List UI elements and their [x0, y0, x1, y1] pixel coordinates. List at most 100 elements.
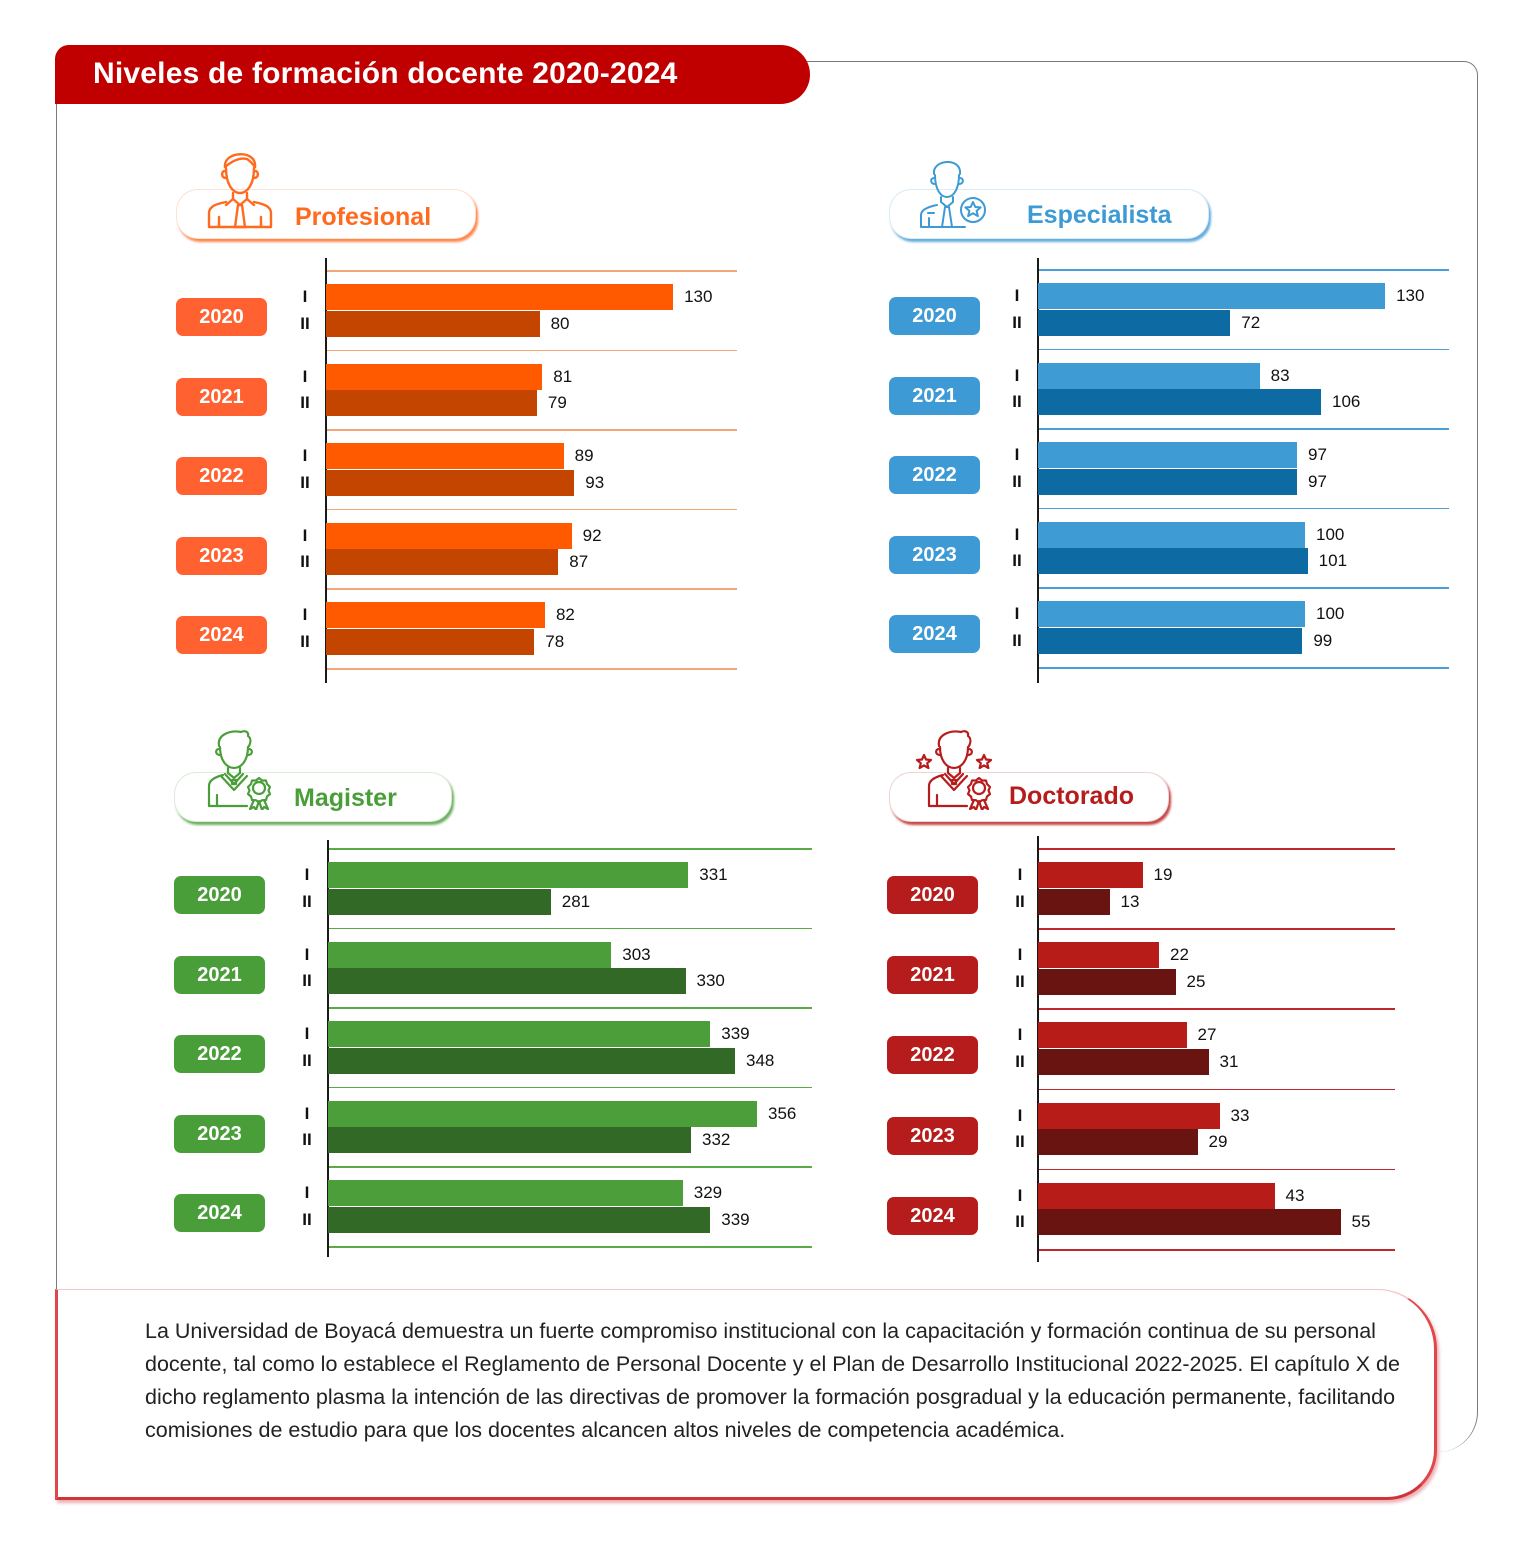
category-pill — [176, 189, 476, 239]
bar-semester-i — [328, 862, 689, 888]
bar-semester-i — [1038, 1102, 1220, 1129]
gridline — [1037, 1088, 1395, 1091]
page-title: Niveles de formación docente 2020-2024 — [93, 57, 678, 90]
semester-label: II — [1012, 551, 1022, 571]
year-label: 2024 — [176, 616, 267, 655]
value-label: 100 — [1316, 524, 1345, 544]
semester-label: I — [302, 287, 308, 306]
value-label: 13 — [1120, 891, 1140, 911]
gridline — [1037, 1008, 1395, 1010]
value-label: 87 — [569, 552, 589, 572]
semester-label: II — [1012, 471, 1022, 491]
year-label: 2023 — [176, 536, 267, 575]
doctorate-graduate-stars-icon — [915, 728, 995, 815]
semester-label: I — [1014, 524, 1020, 544]
bar-semester-i — [326, 284, 674, 310]
gridline — [327, 848, 812, 850]
year-label: 2020 — [176, 298, 267, 336]
category-pill — [889, 772, 1169, 822]
specialist-person-star-icon — [918, 155, 990, 235]
bar-semester-ii — [328, 1047, 735, 1074]
bar-semester-i — [326, 522, 572, 549]
bar-semester-i — [326, 602, 545, 629]
semester-label: I — [1017, 1185, 1023, 1205]
bar-semester-ii — [328, 1127, 691, 1154]
gridline — [1037, 928, 1395, 930]
semester-label: II — [1012, 312, 1022, 332]
year-label: 2024 — [887, 1196, 978, 1235]
semester-label: II — [302, 971, 312, 991]
bar-semester-i — [328, 1180, 683, 1207]
bar-semester-ii — [1038, 968, 1176, 995]
gridline — [1037, 1249, 1395, 1251]
description-box: La Universidad de Boyacá demuestra un fu… — [55, 1289, 1437, 1500]
value-label: 130 — [1396, 286, 1425, 305]
gridline — [1037, 1168, 1395, 1171]
semester-label: I — [1014, 604, 1020, 624]
semester-label: I — [1014, 445, 1020, 465]
value-label: 80 — [550, 313, 570, 333]
bar-semester-i — [1038, 862, 1143, 888]
bar-semester-i — [1038, 942, 1159, 969]
bar-semester-i — [1038, 283, 1386, 309]
category-pill — [174, 772, 452, 822]
value-label: 99 — [1313, 630, 1333, 650]
bar-semester-i — [328, 941, 612, 968]
bar-semester-i — [1038, 362, 1260, 389]
value-label: 97 — [1307, 471, 1327, 491]
gridline — [325, 270, 737, 272]
semester-label: II — [300, 313, 310, 333]
semester-label: I — [1017, 1025, 1023, 1045]
value-label: 348 — [746, 1050, 775, 1070]
value-label: 303 — [622, 944, 651, 964]
value-label: 101 — [1318, 551, 1348, 571]
value-label: 329 — [693, 1183, 723, 1203]
value-label: 106 — [1332, 392, 1361, 412]
semester-label: II — [1015, 1212, 1025, 1232]
header-banner: Niveles de formación docente 2020-2024 — [55, 45, 810, 104]
semester-label: I — [304, 944, 310, 964]
semester-label: I — [1017, 945, 1023, 965]
semester-label: II — [1015, 1051, 1025, 1071]
value-label: 25 — [1186, 971, 1206, 991]
gridline — [1037, 348, 1449, 351]
bar-semester-i — [1038, 442, 1297, 469]
semester-label: II — [302, 1130, 312, 1150]
semester-label: I — [1014, 365, 1020, 385]
semester-label: I — [302, 525, 308, 545]
bar-semester-ii — [326, 549, 559, 576]
bar-semester-i — [1038, 521, 1305, 548]
gridline — [1037, 667, 1449, 669]
year-label: 2022 — [176, 457, 267, 496]
semester-label: II — [300, 552, 310, 572]
semester-label: I — [1014, 286, 1020, 305]
year-label: 2022 — [887, 1036, 978, 1075]
bar-semester-i — [328, 1021, 711, 1048]
semester-label: I — [302, 605, 308, 625]
semester-label: II — [1015, 891, 1025, 911]
bar-semester-ii — [326, 469, 575, 496]
semester-label: I — [302, 446, 308, 466]
bar-semester-i — [326, 363, 543, 390]
year-label: 2022 — [889, 456, 980, 495]
semester-label: II — [302, 1050, 312, 1070]
gridline — [327, 1166, 812, 1168]
semester-label: II — [302, 1209, 312, 1229]
bar-semester-ii — [1038, 389, 1322, 416]
year-label: 2024 — [889, 615, 980, 654]
category-title: Magister — [294, 784, 397, 812]
y-axis-line — [1037, 836, 1039, 1262]
semester-label: II — [300, 631, 310, 651]
value-label: 331 — [699, 865, 728, 884]
value-label: 78 — [545, 631, 565, 651]
gridline — [325, 429, 737, 431]
y-axis-line — [327, 840, 329, 1257]
gridline — [327, 927, 812, 930]
year-label: 2020 — [887, 876, 978, 914]
value-label: 55 — [1351, 1212, 1371, 1232]
semester-label: I — [304, 1183, 310, 1203]
year-label: 2023 — [887, 1116, 978, 1155]
bar-semester-ii — [1038, 1048, 1209, 1075]
bar-semester-ii — [326, 390, 537, 417]
gridline — [327, 1007, 812, 1009]
